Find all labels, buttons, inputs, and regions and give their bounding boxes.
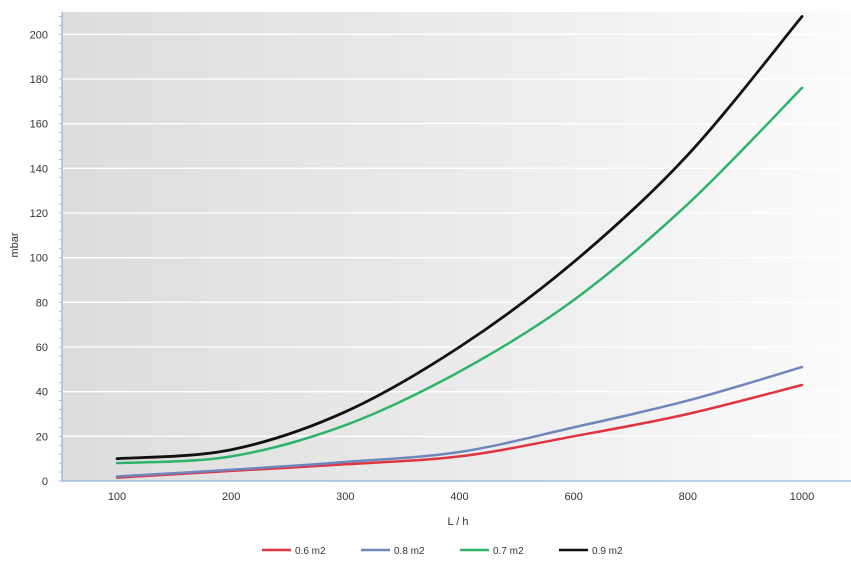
plot-background bbox=[62, 12, 851, 481]
y-tick-label: 120 bbox=[30, 208, 48, 220]
y-tick-label: 60 bbox=[36, 342, 48, 354]
legend-label: 0.9 m2 bbox=[592, 546, 623, 557]
y-tick-label: 20 bbox=[36, 431, 48, 443]
legend: 0.6 m2 0.8 m2 0.7 m2 0.9 m2 bbox=[262, 546, 623, 557]
x-tick-label: 600 bbox=[564, 491, 582, 503]
y-tick-label: 40 bbox=[36, 387, 48, 399]
series-line-2 bbox=[115, 365, 804, 478]
x-tick-label: 800 bbox=[679, 491, 697, 503]
x-tick-label: 400 bbox=[450, 491, 468, 503]
x-axis-title: L / h bbox=[448, 516, 469, 528]
y-tick-label: 80 bbox=[36, 297, 48, 309]
axes bbox=[59, 12, 851, 482]
series-line-3 bbox=[115, 86, 804, 465]
y-tick-label: 180 bbox=[30, 74, 48, 86]
series-line-4 bbox=[115, 15, 804, 461]
legend-label: 0.6 m2 bbox=[295, 546, 326, 557]
x-tick-label: 100 bbox=[108, 491, 126, 503]
tick-labels: 0 20 40 60 80 100 120 140 160 180 200 100 200 300 400 6… bbox=[30, 29, 815, 503]
y-tick-label: 140 bbox=[30, 163, 48, 175]
x-tick-label: 200 bbox=[222, 491, 240, 503]
legend-label: 0.8 m2 bbox=[394, 546, 425, 557]
y-axis-title: mbar bbox=[9, 232, 21, 257]
y-tick-label: 100 bbox=[30, 253, 48, 265]
y-tick-label: 160 bbox=[30, 119, 48, 131]
y-tick-label: 200 bbox=[30, 29, 48, 41]
x-tick-label: 300 bbox=[336, 491, 354, 503]
series-lines bbox=[115, 15, 804, 479]
legend-label: 0.7 m2 bbox=[493, 546, 524, 557]
x-tick-label: 1000 bbox=[790, 491, 814, 503]
y-tick-label: 0 bbox=[42, 476, 48, 488]
gridlines bbox=[62, 33, 851, 437]
